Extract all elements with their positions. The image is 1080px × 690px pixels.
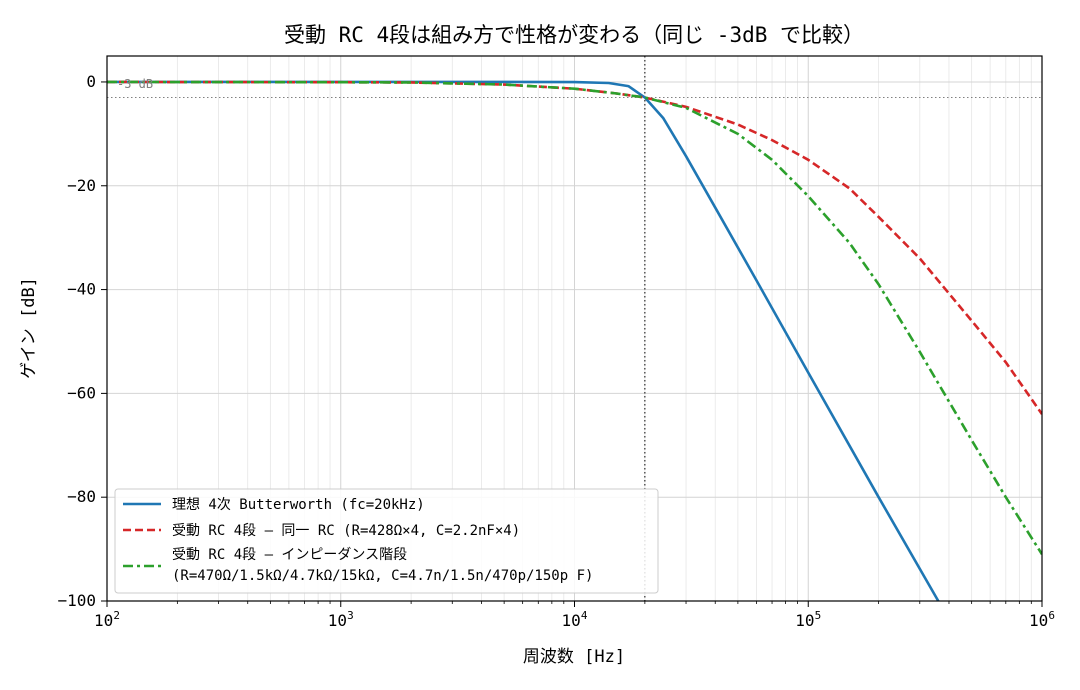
x-axis-label: 周波数 [Hz] bbox=[523, 647, 625, 667]
x-tick-label: 103 bbox=[328, 609, 354, 630]
legend-label-impedance-ladder-detail: (R=470Ω/1.5kΩ/4.7kΩ/15kΩ, C=4.7n/1.5n/47… bbox=[172, 568, 593, 584]
tick-labels: 102 103 104 105 106 0 −20 −40 −60 −80 −100 bbox=[57, 72, 1054, 630]
legend: 理想 4次 Butterworth (fc=20kHz) 受動 RC 4段 — … bbox=[114, 488, 659, 594]
y-tick-label: −40 bbox=[67, 280, 96, 299]
y-tick-label: 0 bbox=[86, 72, 96, 91]
y-tick-label: −20 bbox=[67, 176, 96, 195]
chart-title: 受動 RC 4段は組み方で性格が変わる（同じ -3dB で比較） bbox=[284, 23, 864, 47]
legend-label-butterworth: 理想 4次 Butterworth (fc=20kHz) bbox=[172, 497, 425, 513]
x-tick-label: 104 bbox=[562, 609, 588, 630]
series-butterworth bbox=[107, 80, 940, 601]
x-tick-label: 105 bbox=[795, 609, 821, 630]
x-tick-label: 106 bbox=[1029, 609, 1055, 630]
legend-label-impedance-ladder: 受動 RC 4段 — インピーダンス階段 bbox=[172, 547, 407, 563]
y-tick-label: −100 bbox=[57, 591, 96, 610]
series-impedance-ladder bbox=[107, 80, 1042, 555]
legend-label-identical-rc: 受動 RC 4段 — 同一 RC (R=428Ω×4, C=2.2nF×4) bbox=[172, 523, 520, 539]
series-layer bbox=[107, 80, 1042, 601]
ticks bbox=[101, 81, 1043, 607]
y-axis-label: ゲイン [dB] bbox=[19, 277, 39, 379]
y-tick-label: −60 bbox=[67, 383, 96, 402]
reference-lines bbox=[107, 56, 1042, 601]
y-tick-label: −80 bbox=[67, 487, 96, 506]
x-tick-label: 102 bbox=[94, 609, 120, 630]
legend-box bbox=[114, 488, 659, 594]
minus-3db-label: -3 dB bbox=[117, 77, 153, 91]
